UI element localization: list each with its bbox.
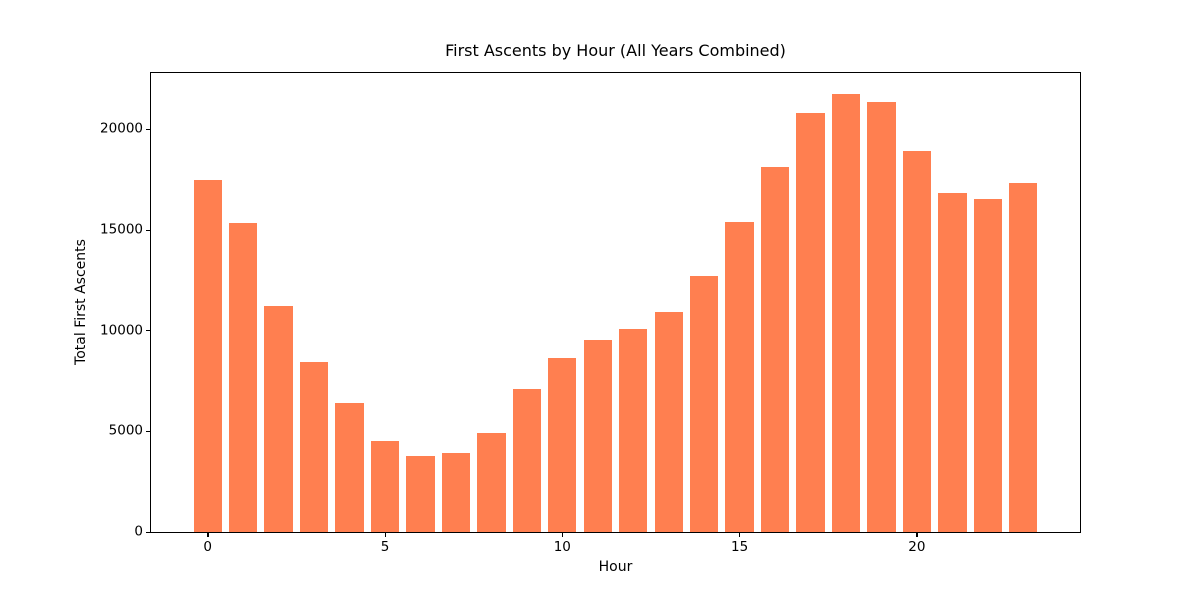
bar-hour-5 (370, 441, 400, 532)
x-tick-mark (561, 533, 564, 537)
y-tick-mark (146, 229, 150, 231)
bar-hour-3 (299, 361, 329, 532)
x-tick-mark (207, 533, 209, 537)
bar-hour-23 (1009, 182, 1038, 532)
bar-hour-8 (477, 432, 506, 532)
y-tick-mark (146, 430, 150, 433)
bar-hour-4 (335, 402, 364, 532)
y-tick-mark (146, 330, 150, 332)
bar-hour-15 (725, 221, 754, 532)
y-tick-mark (146, 128, 150, 131)
y-tick-label: 0 (134, 523, 143, 540)
bar-hour-11 (583, 340, 612, 532)
chart-title: First Ascents by Hour (All Years Combine… (445, 41, 786, 60)
plot-area: 0 5000 10000 15000 20000 0 5 10 15 20 (100, 72, 1081, 555)
bar-hour-6 (406, 455, 435, 532)
bar-hour-22 (973, 199, 1002, 532)
x-tick-label: 5 (380, 539, 390, 555)
x-tick-label: 10 (553, 539, 571, 555)
bar-hour-13 (654, 312, 683, 532)
bar-hour-0 (193, 180, 222, 532)
y-axis-label: Total First Ascents (73, 239, 89, 365)
x-tick-label: 20 (908, 539, 926, 555)
bar-hour-19 (867, 102, 896, 532)
y-tick-label: 20000 (100, 121, 143, 138)
bar-hour-1 (229, 223, 258, 532)
bar-hour-20 (902, 151, 932, 532)
bar-hour-17 (796, 113, 825, 532)
bar-hour-16 (760, 167, 790, 532)
bar-hour-10 (548, 358, 577, 532)
y-tick-label: 15000 (100, 221, 143, 238)
bar-hour-12 (619, 329, 648, 532)
bar-hour-18 (831, 94, 861, 532)
bar-hour-21 (938, 192, 967, 532)
y-tick-mark (146, 531, 150, 533)
x-tick-mark (739, 533, 741, 537)
bar-hour-2 (264, 305, 293, 532)
x-tick-mark (916, 533, 918, 537)
x-tick-mark (384, 533, 386, 537)
x-tick-label: 0 (203, 539, 213, 555)
x-tick-label: 15 (731, 539, 749, 555)
bar-hour-14 (689, 275, 719, 532)
bar-hour-9 (512, 388, 542, 532)
y-tick-label: 10000 (100, 322, 143, 339)
x-axis-label: Hour (598, 559, 633, 575)
y-tick-label: 5000 (108, 423, 143, 440)
bar-hour-7 (441, 453, 471, 532)
